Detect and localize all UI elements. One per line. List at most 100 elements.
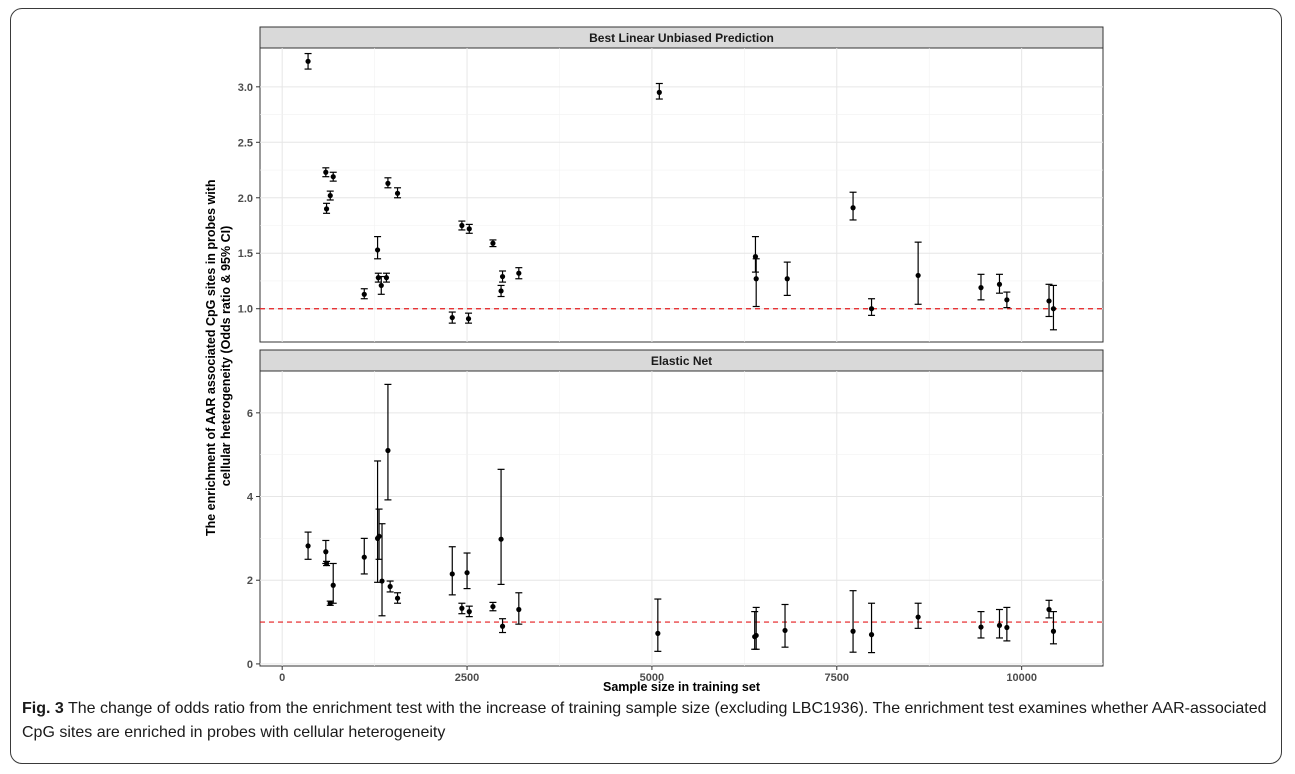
data-point: [379, 578, 385, 584]
error-bar: [384, 383, 392, 501]
data-point: [449, 571, 455, 577]
y-tick-label: 0: [247, 659, 253, 671]
data-point: [375, 275, 381, 281]
data-point: [459, 605, 465, 611]
data-point: [499, 273, 506, 280]
error-bar: [849, 590, 857, 653]
error-bar: [497, 468, 505, 586]
y-axis-ticks: 0 2 4 6: [247, 408, 260, 671]
data-point: [361, 554, 367, 560]
data-point: [656, 89, 662, 95]
grid-lines: [260, 371, 1103, 666]
data-point: [996, 622, 1003, 629]
data-point: [1046, 606, 1052, 613]
error-bar: [1003, 606, 1011, 642]
data-point: [394, 595, 401, 601]
data-point: [782, 627, 788, 634]
data-point: [752, 253, 759, 260]
y-axis-ticks: 1.0 1.5 2.0 2.5 3.0: [238, 82, 260, 316]
data-point: [383, 275, 390, 281]
data-point: [323, 560, 330, 567]
data-point: [1004, 624, 1010, 631]
panel-title: Elastic Net: [651, 354, 712, 368]
data-point: [490, 603, 496, 610]
data-point: [376, 533, 382, 539]
error-bar: [752, 258, 760, 308]
data-point: [374, 247, 381, 253]
data-point: [464, 570, 470, 576]
y-tick-label: 2: [247, 575, 253, 587]
caption-text: The change of odds ratio from the enrich…: [22, 700, 1267, 741]
panel-title: Best Linear Unbiased Prediction: [589, 31, 774, 45]
panel-background: [259, 370, 1104, 667]
y-axis-title-line-1: The enrichment of AAR associated CpG sit…: [204, 179, 218, 536]
data-point: [387, 583, 393, 590]
data-point: [498, 288, 504, 294]
y-tick-label: 4: [247, 492, 254, 504]
data-point: [323, 169, 329, 175]
data-point: [850, 628, 856, 634]
data-point: [378, 282, 384, 289]
x-tick-label: 7500: [825, 672, 849, 684]
x-tick-label: 10000: [1006, 672, 1037, 684]
data-point: [330, 174, 336, 180]
y-tick-label: 2.0: [238, 193, 253, 205]
data-point: [323, 549, 329, 555]
x-tick-label: 0: [279, 672, 285, 684]
data-point: [449, 314, 455, 321]
error-bar: [752, 606, 760, 650]
y-tick-label: 1.5: [238, 248, 253, 260]
data-point: [385, 447, 391, 454]
error-bar: [378, 523, 386, 617]
y-tick-label: 2.5: [238, 137, 253, 149]
faceted-scatter-chart: Best Linear Unbiased Prediction 1.0 1.5 2.…: [204, 26, 1104, 694]
data-point: [978, 624, 984, 630]
data-point: [498, 536, 504, 542]
panel-blup: Best Linear Unbiased Prediction 1.0 1.5 2.…: [238, 26, 1104, 343]
data-point: [978, 285, 984, 291]
x-tick-label: 2500: [455, 672, 479, 684]
y-axis-title-line-2: cellular heterogeneity (Odds ratio & 95%…: [219, 226, 233, 486]
y-tick-label: 1.0: [238, 304, 253, 316]
data-point: [385, 180, 391, 186]
data-point: [394, 190, 401, 196]
data-point: [459, 222, 465, 229]
x-tick-label: 5000: [640, 672, 664, 684]
data-point: [655, 630, 661, 636]
x-axis-ticks: 0 2500 5000 7500 10000: [279, 666, 1037, 684]
data-point: [1050, 306, 1057, 312]
data-point: [490, 240, 496, 246]
data-point: [327, 192, 333, 199]
y-axis-title: The enrichment of AAR associated CpG sit…: [204, 176, 233, 536]
data-point: [868, 306, 875, 312]
error-bar: [781, 603, 789, 648]
panel-background: [259, 47, 1104, 343]
data-point: [305, 543, 311, 549]
grid-lines: [260, 48, 1103, 342]
caption-label: Fig. 3: [22, 700, 64, 717]
y-tick-label: 6: [247, 408, 253, 420]
data-point: [1046, 298, 1052, 304]
data-point: [499, 623, 506, 629]
data-point: [466, 226, 472, 232]
x-axis-title: Sample size in training set: [603, 680, 761, 694]
data-point: [305, 58, 311, 64]
data-marks: [304, 52, 1057, 331]
data-point: [323, 206, 330, 212]
data-point: [753, 632, 759, 639]
data-point: [868, 632, 875, 638]
data-point: [1004, 297, 1010, 303]
data-point: [361, 291, 367, 297]
data-marks: [304, 383, 1057, 654]
data-point: [753, 276, 759, 282]
data-point: [516, 270, 522, 276]
data-point: [516, 606, 522, 613]
data-point: [915, 272, 921, 279]
figure-caption: Fig. 3 The change of odds ratio from the…: [22, 697, 1267, 745]
error-bar: [654, 598, 662, 652]
error-bar: [448, 546, 456, 596]
data-point: [330, 582, 336, 588]
data-point: [915, 614, 921, 620]
data-point: [466, 609, 472, 615]
data-point: [465, 316, 472, 322]
